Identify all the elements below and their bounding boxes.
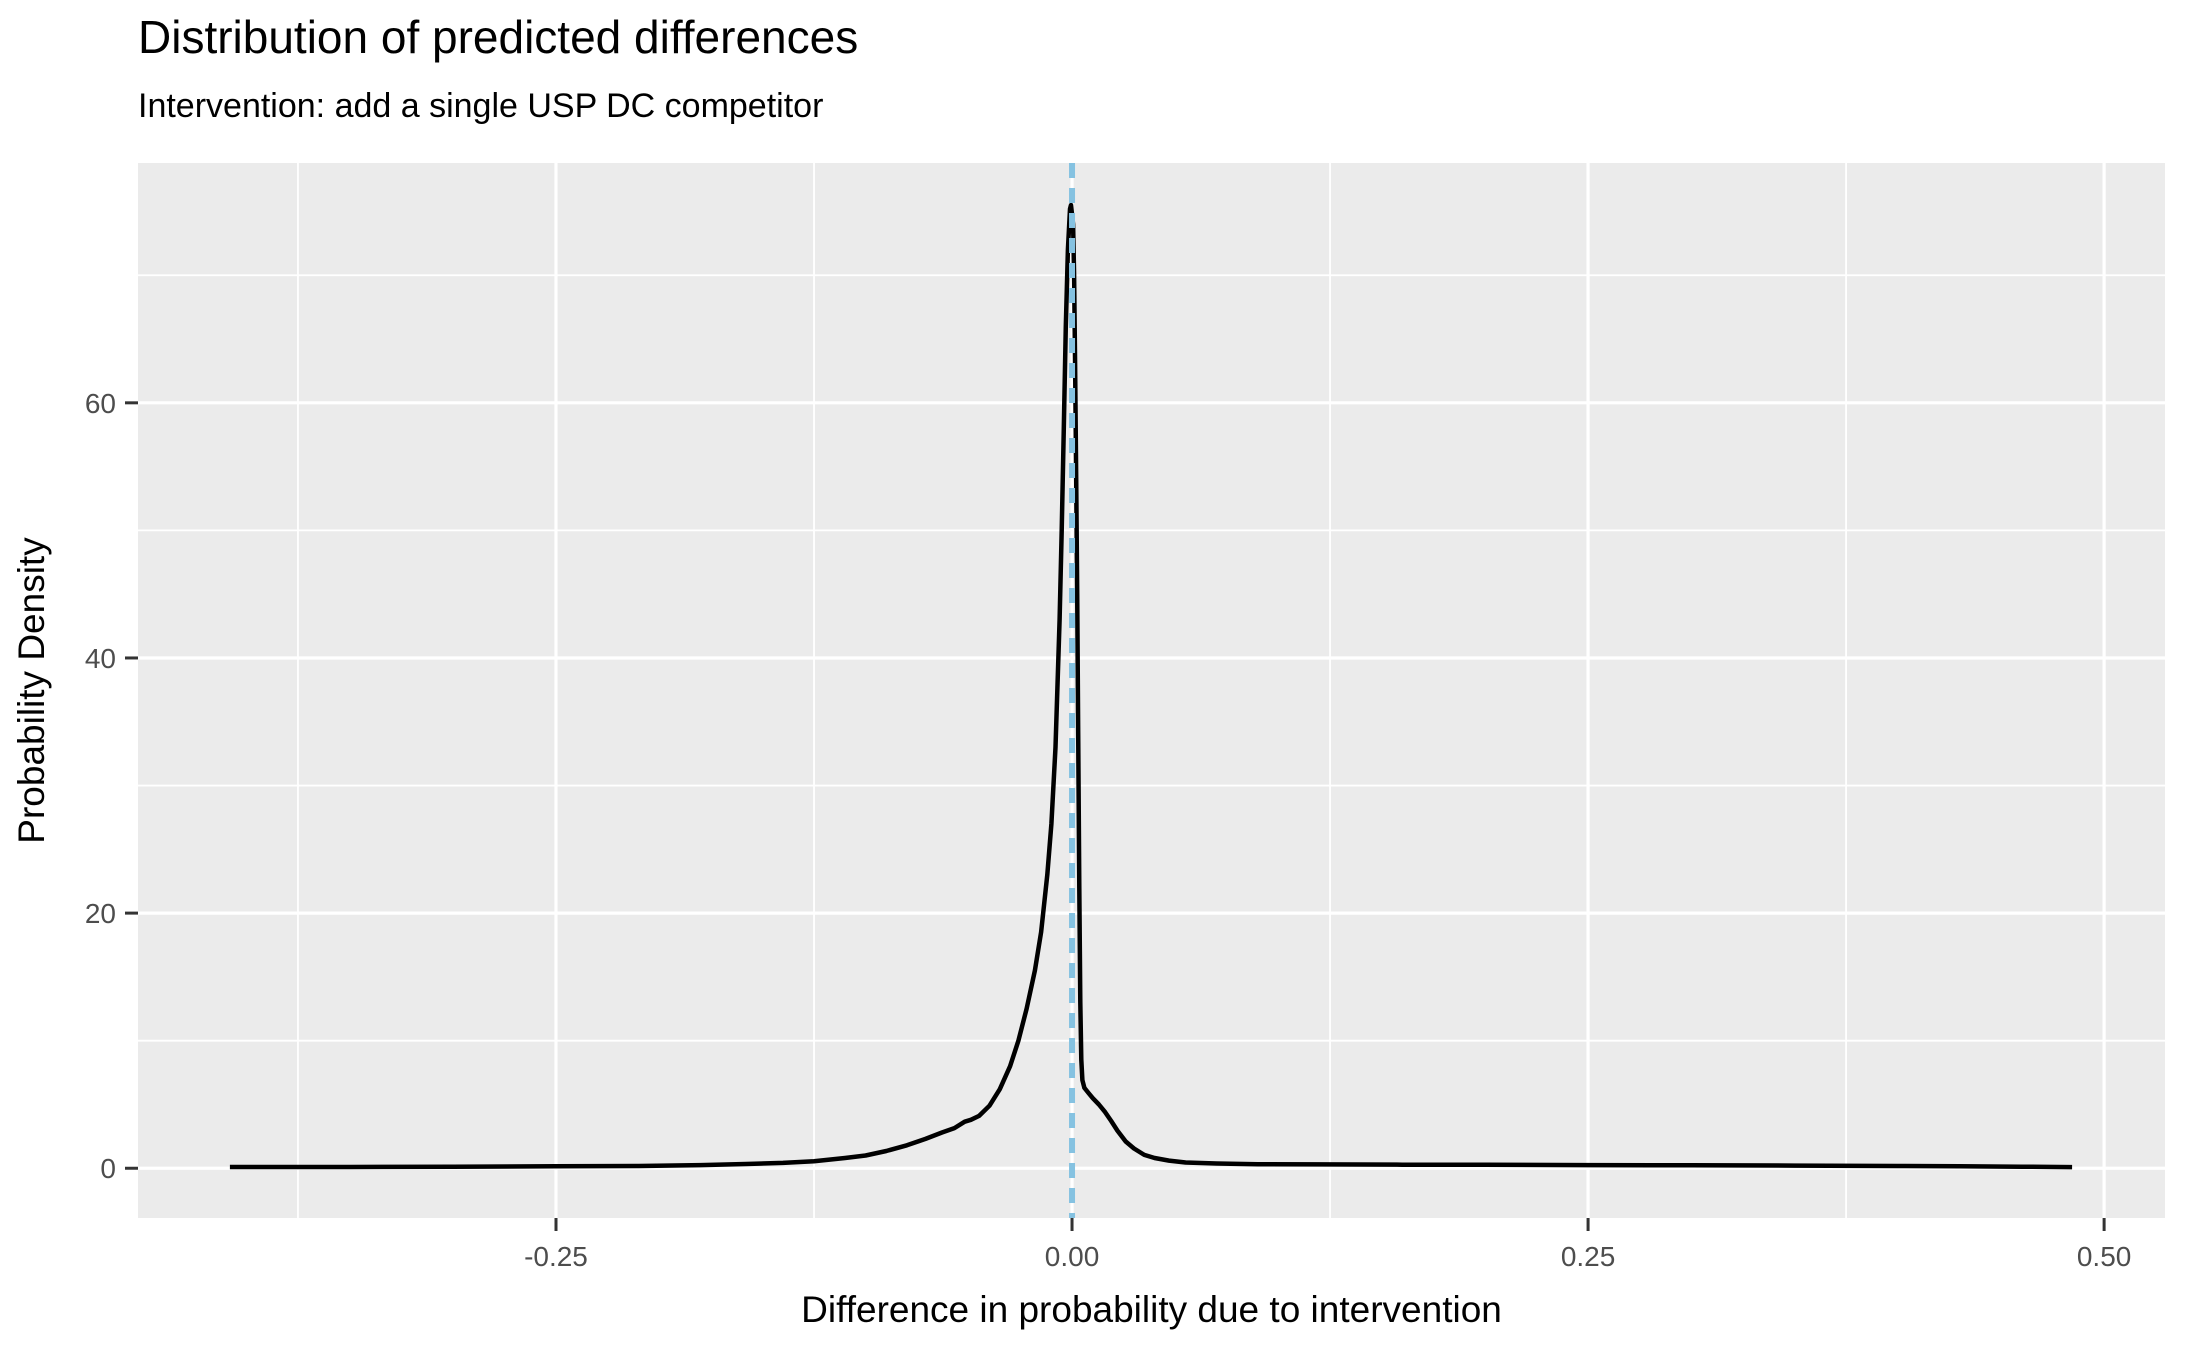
x-tick-label: -0.25 [524, 1241, 588, 1272]
y-tick-label: 20 [85, 898, 116, 929]
chart-subtitle: Intervention: add a single USP DC compet… [138, 87, 824, 125]
y-tick-label: 40 [85, 643, 116, 674]
chart-title: Distribution of predicted differences [138, 11, 859, 63]
y-tick-label: 0 [100, 1153, 116, 1184]
y-axis-title: Probability Density [11, 537, 52, 844]
x-tick-label: 0.50 [2077, 1241, 2132, 1272]
x-tick-label: 0.25 [1561, 1241, 1616, 1272]
x-axis-title: Difference in probability due to interve… [801, 1289, 1502, 1330]
plot-panel [138, 163, 2165, 1218]
x-tick-label: 0.00 [1045, 1241, 1100, 1272]
y-tick-label: 60 [85, 388, 116, 419]
